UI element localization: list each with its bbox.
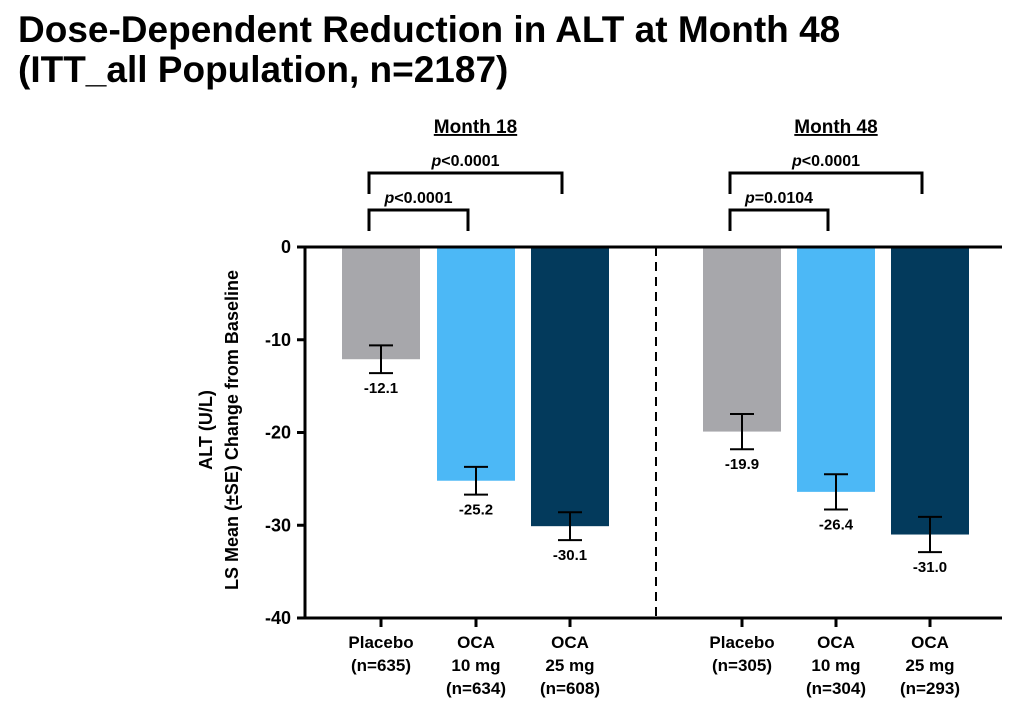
bar — [891, 247, 969, 535]
bar — [797, 247, 875, 492]
x-tick-label: (n=293) — [900, 679, 960, 698]
p-symbol: p — [383, 190, 394, 207]
data-label: -25.2 — [459, 502, 493, 519]
x-tick-label: (n=635) — [351, 656, 411, 675]
x-tick-label: Placebo — [348, 633, 413, 652]
data-label: -12.1 — [364, 380, 398, 397]
x-tick-label: (n=305) — [712, 656, 772, 675]
y-tick-label: -20 — [265, 423, 291, 443]
group-title: Month 48 — [794, 117, 877, 138]
significance-bracket — [728, 171, 924, 194]
x-tick-label: Placebo — [709, 633, 774, 652]
significance-bracket — [367, 208, 470, 231]
y-axis-label-line1: ALT (U/L) — [196, 390, 216, 470]
x-tick-label: OCA — [457, 633, 495, 652]
x-tick-label: 10 mg — [811, 656, 860, 675]
p-value-label: p=0.0104 — [744, 190, 813, 207]
p-value-label: p<0.0001 — [791, 153, 860, 170]
data-label: -30.1 — [553, 547, 587, 564]
bar — [703, 247, 781, 432]
data-label: -19.9 — [725, 456, 759, 473]
significance-bracket — [728, 208, 830, 231]
x-tick-label: (n=634) — [446, 679, 506, 698]
chart-title: Dose-Dependent Reduction in ALT at Month… — [18, 10, 840, 90]
y-tick-label: -10 — [265, 330, 291, 350]
y-tick-label: -40 — [265, 608, 291, 628]
x-tick-label: 25 mg — [545, 656, 594, 675]
bar — [342, 247, 420, 360]
x-tick-label: (n=304) — [806, 679, 866, 698]
p-value-label: p<0.0001 — [430, 153, 499, 170]
x-tick-label: OCA — [911, 633, 949, 652]
x-tick-label: 10 mg — [451, 656, 500, 675]
p-value-label: p<0.0001 — [383, 190, 452, 207]
x-tick-label: 25 mg — [905, 656, 954, 675]
data-label: -26.4 — [819, 516, 854, 533]
y-axis-label-line2: LS Mean (±SE) Change from Baseline — [222, 270, 242, 590]
x-tick-label: (n=608) — [540, 679, 600, 698]
x-tick-label: OCA — [551, 633, 589, 652]
p-symbol: p — [430, 153, 441, 170]
bar — [437, 247, 515, 481]
chart-title-line: Dose-Dependent Reduction in ALT at Month… — [18, 9, 841, 50]
p-symbol: p — [744, 190, 755, 207]
significance-bracket — [367, 171, 564, 194]
chart-subtitle: (ITT_all Population, n=2187) — [18, 49, 509, 90]
group-title: Month 18 — [434, 117, 517, 138]
y-tick-label: -30 — [265, 515, 291, 535]
y-tick-label: 0 — [281, 237, 291, 257]
x-tick-label: OCA — [817, 633, 855, 652]
data-label: -31.0 — [913, 559, 947, 576]
p-symbol: p — [791, 153, 802, 170]
bar — [531, 247, 609, 527]
y-axis-label: ALT (U/L) LS Mean (±SE) Change from Base… — [196, 270, 242, 590]
